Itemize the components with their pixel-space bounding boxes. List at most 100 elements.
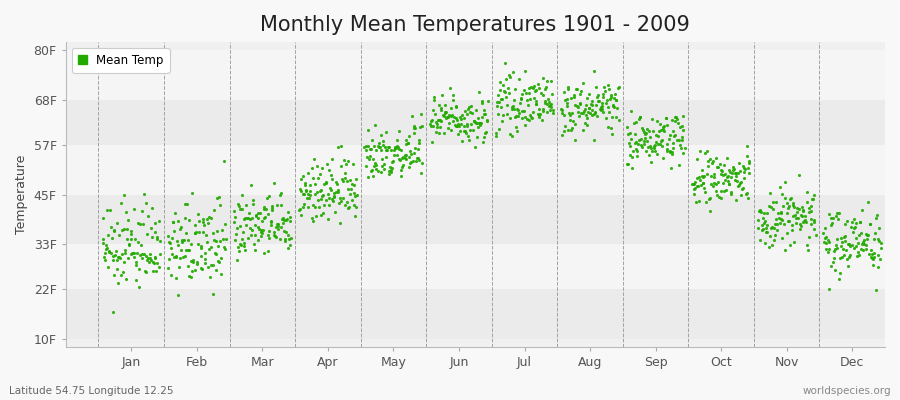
Point bbox=[165, 245, 179, 252]
Bar bbox=[66, 289, 885, 339]
Point bbox=[313, 187, 328, 194]
Point bbox=[464, 121, 479, 127]
Point bbox=[596, 94, 610, 101]
Point bbox=[634, 136, 649, 142]
Point bbox=[99, 246, 113, 253]
Point bbox=[766, 199, 780, 205]
Point bbox=[514, 94, 528, 101]
Point bbox=[186, 258, 201, 265]
Point bbox=[454, 112, 469, 118]
Point bbox=[271, 220, 285, 227]
Point bbox=[460, 121, 474, 127]
Point bbox=[267, 233, 282, 239]
Point bbox=[722, 180, 736, 187]
Point bbox=[408, 125, 422, 132]
Point bbox=[572, 113, 586, 119]
Point bbox=[408, 123, 422, 129]
Point bbox=[519, 90, 534, 97]
Point bbox=[833, 235, 848, 242]
Point bbox=[825, 215, 840, 222]
Point bbox=[212, 193, 227, 200]
Point bbox=[135, 208, 149, 214]
Point bbox=[528, 87, 543, 93]
Point bbox=[785, 227, 799, 234]
Point bbox=[282, 236, 296, 242]
Point bbox=[167, 210, 182, 216]
Point bbox=[184, 268, 199, 274]
Point bbox=[804, 216, 818, 222]
Point bbox=[523, 112, 537, 118]
Point bbox=[211, 258, 225, 264]
Point bbox=[349, 204, 364, 211]
Point bbox=[710, 164, 724, 170]
Point bbox=[364, 137, 379, 143]
Point bbox=[515, 91, 529, 97]
Point bbox=[298, 179, 312, 186]
Point bbox=[568, 120, 582, 127]
Point bbox=[544, 107, 558, 113]
Point bbox=[262, 235, 276, 242]
Point bbox=[594, 104, 608, 110]
Point bbox=[676, 127, 690, 133]
Point bbox=[302, 188, 317, 194]
Point bbox=[623, 143, 637, 150]
Point bbox=[854, 241, 868, 247]
Point bbox=[161, 232, 176, 239]
Point bbox=[562, 111, 577, 118]
Point bbox=[281, 245, 295, 251]
Point bbox=[626, 148, 640, 154]
Point bbox=[642, 128, 656, 134]
Point bbox=[376, 142, 391, 148]
Point bbox=[381, 144, 395, 150]
Point bbox=[325, 156, 339, 162]
Point bbox=[133, 242, 148, 248]
Point bbox=[432, 130, 446, 136]
Point bbox=[284, 234, 298, 241]
Point bbox=[304, 214, 319, 221]
Point bbox=[336, 178, 350, 184]
Point bbox=[678, 145, 692, 151]
Point bbox=[127, 254, 141, 260]
Point bbox=[277, 237, 292, 244]
Point bbox=[706, 158, 720, 164]
Point bbox=[270, 221, 284, 227]
Point bbox=[138, 268, 152, 274]
Point bbox=[448, 123, 463, 129]
Point bbox=[294, 188, 309, 194]
Point bbox=[280, 216, 294, 222]
Point bbox=[217, 244, 231, 250]
Point bbox=[868, 230, 883, 237]
Point bbox=[307, 156, 321, 162]
Point bbox=[100, 207, 114, 214]
Point bbox=[608, 91, 622, 98]
Point bbox=[760, 229, 775, 236]
Point bbox=[752, 237, 767, 243]
Point bbox=[715, 195, 729, 202]
Point bbox=[334, 198, 348, 204]
Point bbox=[848, 224, 862, 230]
Point bbox=[717, 162, 732, 168]
Point bbox=[209, 266, 223, 273]
Point bbox=[129, 259, 143, 266]
Point bbox=[121, 217, 135, 223]
Point bbox=[622, 140, 636, 146]
Point bbox=[724, 189, 739, 196]
Point bbox=[132, 266, 147, 272]
Point bbox=[202, 214, 217, 220]
Point bbox=[830, 210, 844, 216]
Point bbox=[239, 222, 254, 228]
Point bbox=[436, 112, 450, 118]
Point bbox=[794, 223, 808, 230]
Point bbox=[634, 141, 648, 148]
Point bbox=[723, 168, 737, 175]
Point bbox=[342, 190, 356, 197]
Point bbox=[412, 137, 427, 144]
Point bbox=[775, 235, 789, 241]
Point bbox=[312, 170, 327, 177]
Point bbox=[644, 134, 658, 140]
Point bbox=[762, 190, 777, 196]
Point bbox=[314, 165, 328, 171]
Point bbox=[620, 124, 634, 130]
Point bbox=[592, 105, 607, 112]
Point bbox=[401, 133, 416, 139]
